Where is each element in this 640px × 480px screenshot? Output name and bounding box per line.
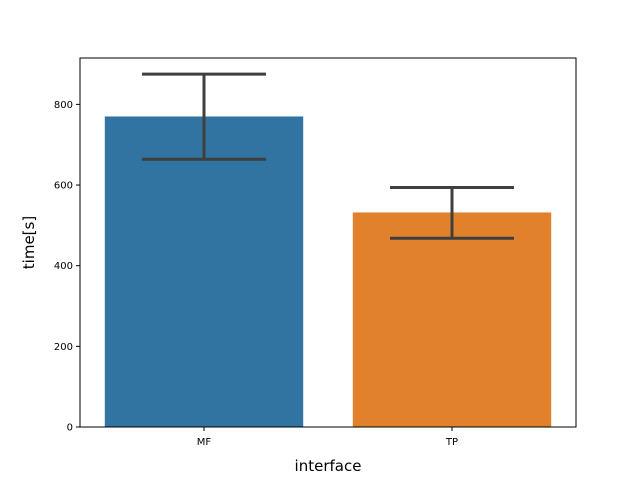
plot-frame [79,57,577,428]
axes: MF TP 0 200 400 600 800 [54,100,458,448]
y-tick-label-0: 0 [67,423,73,434]
x-axis-label: interface [295,457,362,475]
y-tick-label-200: 200 [54,342,73,353]
y-tick-label-400: 400 [54,261,73,272]
bar-tp [352,212,552,427]
x-tick-label-mf: MF [197,437,212,448]
plot-area [104,72,552,428]
x-tick-label-tp: TP [445,437,458,448]
y-tick-label-600: 600 [54,181,73,192]
bar-mf [104,116,304,428]
y-axis-label: time[s] [20,216,38,269]
y-tick-label-800: 800 [54,100,73,111]
